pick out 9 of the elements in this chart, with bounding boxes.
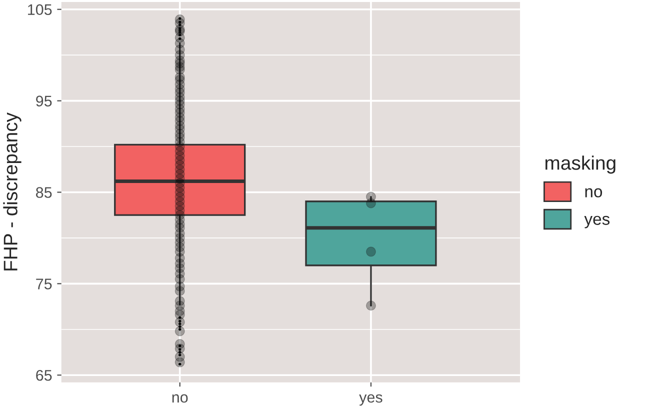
legend-title: masking xyxy=(545,156,616,174)
y-axis-title: FHP - discrepancy xyxy=(3,112,22,270)
y-tick-label: 65 xyxy=(36,370,52,381)
y-tick-label: 85 xyxy=(36,187,52,198)
y-tick-label: 105 xyxy=(28,4,52,16)
legend-label: yes xyxy=(584,216,610,228)
y-tick-label: 95 xyxy=(36,96,52,106)
y-tick-label: 75 xyxy=(36,278,52,290)
legend-label: no xyxy=(585,188,602,198)
